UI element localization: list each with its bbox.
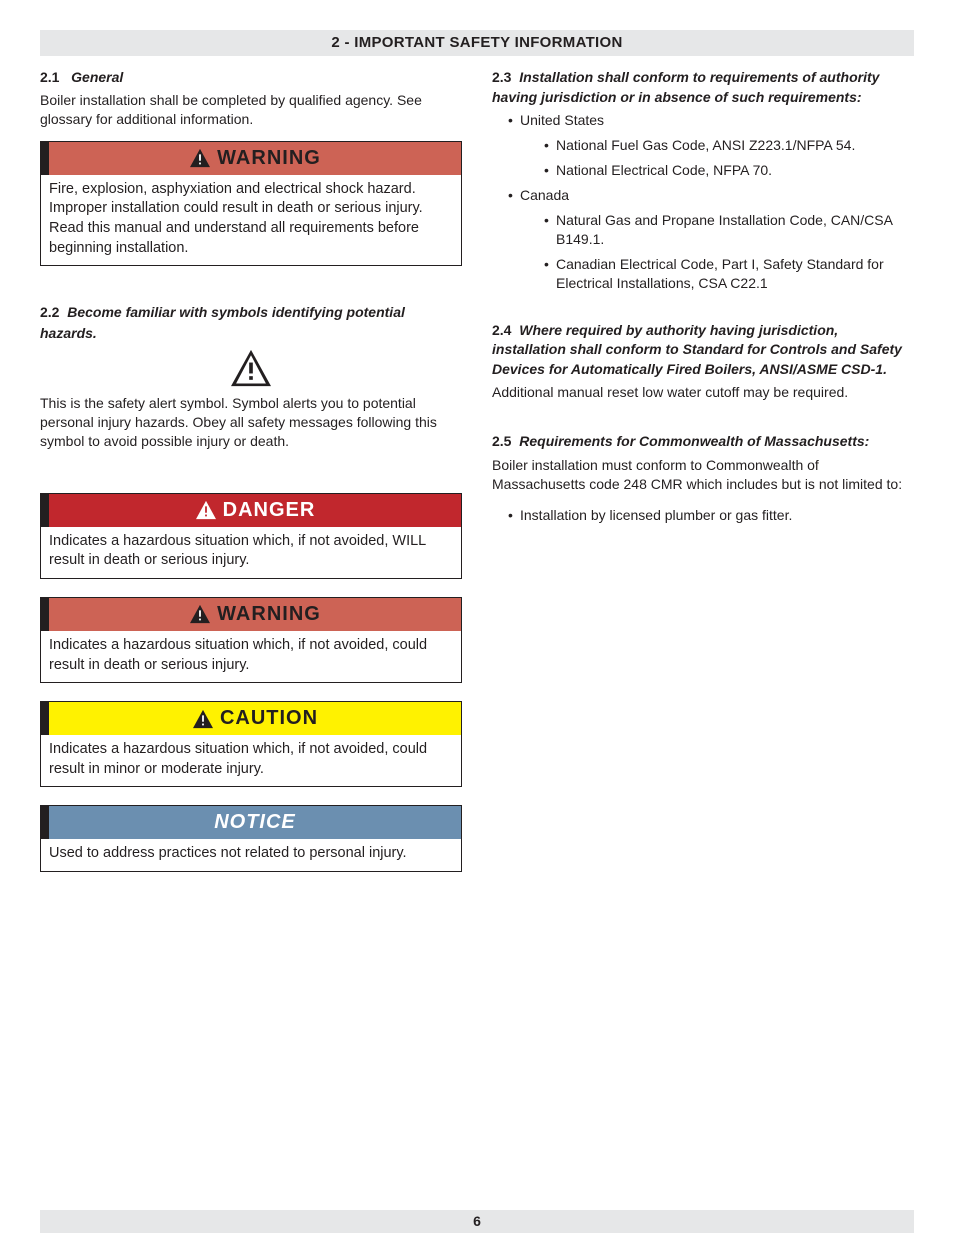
warning-label: WARNING (217, 601, 321, 628)
warning-header: WARNING (41, 142, 461, 175)
us-sublist: National Fuel Gas Code, ANSI Z223.1/NFPA… (520, 136, 914, 180)
list-item: Canadian Electrical Code, Part I, Safety… (544, 255, 914, 293)
notice-body: Used to address practices not related to… (41, 839, 461, 871)
subhead-num: 2.1 (40, 69, 59, 85)
page-number: 6 (473, 1213, 481, 1229)
ca-sublist: Natural Gas and Propane Installation Cod… (520, 211, 914, 293)
subhead-num: 2.2 (40, 304, 59, 320)
subhead-num: 2.3 (492, 69, 511, 85)
safety-alert-symbol-icon (228, 348, 274, 388)
danger-body: Indicates a hazardous situation which, i… (41, 527, 461, 578)
notice-label: NOTICE (214, 809, 296, 836)
two-column-layout: 2.1 General Boiler installation shall be… (40, 68, 914, 890)
list-item: Installation by licensed plumber or gas … (508, 506, 914, 525)
warning-body: Fire, explosion, asphyxiation and electr… (41, 175, 461, 265)
right-column: 2.3 Installation shall conform to requir… (492, 68, 914, 890)
page-footer-bar: 6 (40, 1210, 914, 1233)
danger-callout: DANGER Indicates a hazardous situation w… (40, 493, 462, 579)
para-2-2: This is the safety alert symbol. Symbol … (40, 394, 462, 451)
subhead-title: Installation shall conform to requiremen… (492, 69, 879, 105)
caution-callout: CAUTION Indicates a hazardous situation … (40, 701, 462, 787)
warning-label: WARNING (217, 145, 321, 172)
danger-header: DANGER (41, 494, 461, 527)
subhead-num: 2.4 (492, 322, 511, 338)
list-item: United States National Fuel Gas Code, AN… (508, 111, 914, 180)
caution-label: CAUTION (220, 705, 318, 732)
list-item: National Fuel Gas Code, ANSI Z223.1/NFPA… (544, 136, 914, 155)
subhead-2-4: 2.4 Where required by authority having j… (492, 321, 914, 380)
subhead-2-3: 2.3 Installation shall conform to requir… (492, 68, 914, 107)
list-item: National Electrical Code, NFPA 70. (544, 161, 914, 180)
alert-triangle-icon (189, 604, 211, 624)
para-2-5: Boiler installation must conform to Comm… (492, 456, 914, 494)
subhead-2-5: 2.5 Requirements for Commonwealth of Mas… (492, 432, 914, 452)
subhead-title: Where required by authority having juris… (492, 322, 902, 377)
section-title-bar: 2 - IMPORTANT SAFETY INFORMATION (40, 30, 914, 56)
para-2-1: Boiler installation shall be completed b… (40, 91, 462, 129)
mass-list: Installation by licensed plumber or gas … (492, 506, 914, 525)
para-2-4: Additional manual reset low water cutoff… (492, 383, 914, 402)
left-column: 2.1 General Boiler installation shall be… (40, 68, 462, 890)
warning-callout-2: WARNING Indicates a hazardous situation … (40, 597, 462, 683)
warning-header: WARNING (41, 598, 461, 631)
alert-triangle-icon (192, 709, 214, 729)
list-item: Natural Gas and Propane Installation Cod… (544, 211, 914, 249)
subhead-title: General (71, 69, 123, 85)
danger-label: DANGER (223, 497, 316, 524)
list-label: Canada (520, 187, 569, 203)
list-item: Canada Natural Gas and Propane Installat… (508, 186, 914, 292)
notice-callout: NOTICE Used to address practices not rel… (40, 805, 462, 872)
subhead-title: Requirements for Commonwealth of Massach… (519, 433, 869, 449)
caution-body: Indicates a hazardous situation which, i… (41, 735, 461, 786)
notice-header: NOTICE (41, 806, 461, 839)
subhead-2-1: 2.1 General (40, 68, 462, 87)
alert-triangle-icon (189, 148, 211, 168)
caution-header: CAUTION (41, 702, 461, 735)
jurisdiction-list: United States National Fuel Gas Code, AN… (492, 111, 914, 292)
alert-triangle-icon (195, 500, 217, 520)
warning-callout-1: WARNING Fire, explosion, asphyxiation an… (40, 141, 462, 266)
subhead-2-2: 2.2 Become familiar with symbols identif… (40, 302, 462, 344)
list-label: United States (520, 112, 604, 128)
subhead-num: 2.5 (492, 433, 511, 449)
section-title: 2 - IMPORTANT SAFETY INFORMATION (331, 34, 622, 51)
subhead-title: Become familiar with symbols identifying… (40, 304, 405, 341)
warning-body: Indicates a hazardous situation which, i… (41, 631, 461, 682)
